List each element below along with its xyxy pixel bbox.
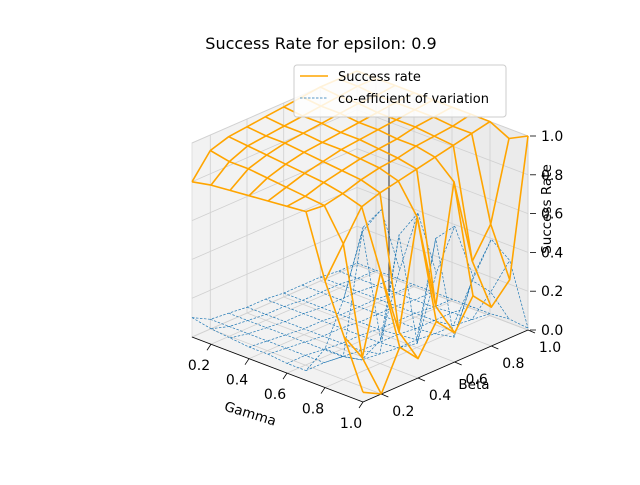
wire-line [305,113,472,213]
wire-line [229,277,396,339]
x-axis-line [191,336,364,403]
wire-line [286,106,453,208]
wire-line [191,227,364,371]
wire-line [191,181,364,393]
wire-line [209,149,383,395]
y-tick-mark [381,393,389,398]
y-tick-label: 0.8 [502,356,524,372]
z-tick-label: 0.4 [541,245,563,261]
wire-line [286,298,453,364]
wire-line [267,291,434,355]
tick-labels: 0.20.40.60.81.00.20.40.60.81.00.00.20.40… [188,129,563,432]
z-tick-label: 1.0 [541,129,563,145]
x-tick-mark [320,387,326,394]
z-tick-label: 0.0 [541,323,563,339]
x-tick-mark [282,372,288,380]
x-tick-label: 1.0 [340,416,362,432]
z-axis-label: Success Rate [539,164,555,254]
wire-line [338,260,510,321]
wire-line [305,306,472,371]
wire-line [246,126,419,360]
x-tick-mark [244,358,250,365]
y-tick-label: 1.0 [539,340,561,356]
wire-line [265,272,437,349]
gridline-success-rate [191,225,529,299]
legend: Success rate co-efficient of variation [293,64,507,118]
wire-line [228,135,401,348]
x-tick-label: 0.2 [188,358,210,374]
gridline-success-rate [191,186,529,260]
z-tick-label: 0.8 [541,168,563,184]
wire-line [362,135,529,395]
y-axis-label: Beta [458,377,489,393]
y-tick-mark [417,377,426,382]
legend-label-success-rate: Success rate [338,70,421,85]
y-tick-label: 0.4 [429,388,451,404]
x-tick-label: 0.4 [226,373,248,389]
x-tick-label: 0.8 [302,402,324,418]
axes-panes [190,70,530,403]
wire-line [246,212,419,355]
x-tick-label: 0.6 [264,387,286,403]
y-axis-line [362,329,529,403]
gridline-success-rate [191,148,529,221]
surface-coefficient-of-variation [191,209,529,371]
x-tick-mark [206,344,212,351]
chart-title: Success Rate for epsilon: 0.9 [205,34,436,53]
wire-line [362,209,529,329]
wire-line [210,209,382,363]
wire-line [264,116,438,322]
wire-line [343,231,510,344]
z-tick-label: 0.6 [541,207,563,223]
wire-line [343,138,510,359]
y-tick-label: 0.2 [392,404,414,420]
x-tick-mark [358,401,364,409]
legend-frame [293,64,507,118]
y-tick-mark [491,345,499,350]
x-axis-label: Gamma [222,399,278,430]
wire-line [248,284,415,348]
wire-line [283,106,456,334]
y-tick-mark [454,361,462,366]
wire-line [356,262,529,329]
legend-label-cov: co-efficient of variation [338,92,489,107]
wire-line [191,262,358,320]
wire-line [324,120,491,282]
y-tick-mark [527,329,536,334]
wire-line [324,313,491,361]
z-tick-label: 0.2 [541,284,563,300]
y-tick-label: 0.6 [466,372,488,388]
